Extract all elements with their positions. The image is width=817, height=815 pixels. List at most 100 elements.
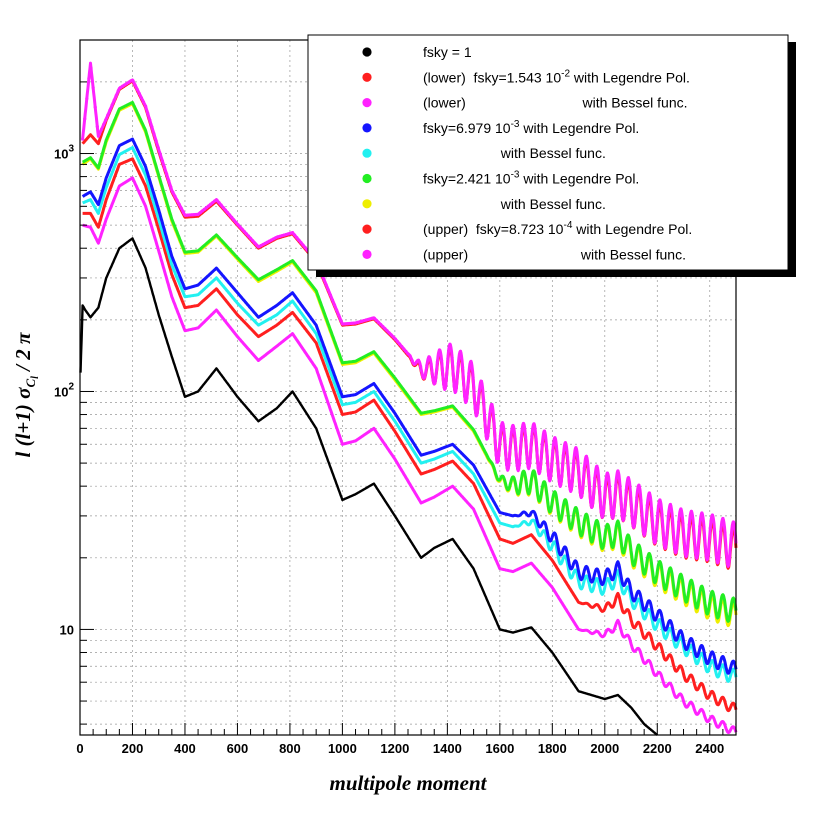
series-point (83, 117, 87, 121)
series-point (232, 218, 236, 222)
series-point (164, 172, 169, 176)
series-point (303, 245, 307, 250)
series-point (616, 469, 620, 473)
x-tick-label: 200 (122, 741, 144, 756)
series-point (137, 91, 141, 96)
series-point (238, 225, 242, 229)
series-point (219, 203, 223, 207)
legend-label: fsky=2.421 10-3 with Legendre Pol. (423, 170, 639, 187)
series-point (658, 498, 662, 502)
x-tick-label: 1000 (328, 741, 357, 756)
series-point (385, 329, 389, 333)
series-point (408, 354, 412, 358)
series-point (95, 125, 99, 129)
legend-entry: with Bessel func. (362, 145, 606, 161)
series-point (234, 220, 238, 224)
legend-entry: (lower) fsky=1.543 10-2 with Legendre Po… (362, 68, 690, 85)
series-point (406, 352, 410, 356)
series-layer (79, 61, 738, 736)
x-tick-label: 400 (174, 741, 196, 756)
series-point (677, 520, 681, 524)
series-point (731, 520, 735, 524)
series-point (670, 517, 675, 521)
series-point (326, 288, 330, 292)
legend-marker (362, 72, 372, 82)
legend-label: with Bessel func. (423, 145, 606, 161)
series-point (139, 96, 144, 100)
series-point (400, 344, 404, 349)
series-point (427, 355, 431, 359)
legend-label: with Bessel func. (423, 196, 606, 212)
series-point (601, 511, 605, 515)
series-point (509, 437, 513, 441)
series-point (563, 441, 568, 445)
series-point (156, 146, 160, 150)
series-point (335, 308, 339, 312)
series-point (710, 513, 714, 517)
series-point (559, 479, 563, 484)
legend-box (307, 34, 789, 271)
series-point (412, 362, 416, 366)
x-tick-label: 2200 (643, 741, 672, 756)
series-point (389, 333, 393, 337)
series-point (248, 236, 253, 240)
series-point (687, 523, 691, 527)
series-0 (79, 237, 659, 736)
series-point (230, 215, 234, 219)
series-point (633, 521, 637, 525)
series-point (660, 513, 664, 517)
legend-label: (lower) with Bessel func. (423, 95, 688, 111)
series-point (116, 89, 120, 93)
series-point (685, 549, 689, 554)
legend-label: fsky = 1 (423, 44, 472, 60)
series-point (324, 283, 328, 287)
series-point (425, 363, 429, 367)
series-point (502, 435, 507, 439)
series-point (104, 118, 108, 122)
series-point (423, 375, 427, 379)
series-point (498, 434, 502, 438)
series-point (698, 524, 702, 528)
series-point (133, 83, 137, 87)
legend-label: (upper) fsky=8.723 10-4 with Legendre Po… (423, 220, 692, 237)
series-point (181, 210, 185, 214)
series-point (479, 379, 484, 383)
series-3 (81, 146, 738, 683)
legend-entry: (lower) with Bessel func. (362, 95, 688, 111)
series-point (339, 318, 343, 322)
series-point (500, 421, 505, 425)
series-point (593, 476, 597, 480)
series-point (706, 553, 710, 557)
legend-marker (362, 98, 372, 108)
series-point (110, 103, 114, 107)
series-point (301, 243, 305, 247)
y-axis-title-sub: C (23, 379, 38, 388)
series-point (146, 111, 150, 115)
series-point (379, 322, 383, 327)
series-point (437, 348, 442, 352)
series-point (227, 213, 232, 217)
series-point (486, 434, 490, 438)
series-point (578, 489, 582, 493)
series-line (81, 137, 738, 675)
x-axis-title: multipole moment (330, 771, 488, 795)
legend-marker (362, 148, 372, 158)
series-point (591, 501, 595, 505)
series-point (460, 365, 465, 369)
series-point (223, 208, 227, 212)
series-point (454, 386, 458, 390)
series-point (471, 375, 475, 379)
series-point (99, 127, 104, 131)
x-axis: 0 200 400 600 800 1000 1200 1400 1600 1800 2000 220… (76, 723, 737, 756)
series-point (586, 470, 591, 474)
series-point (177, 202, 181, 206)
series-point (530, 434, 534, 438)
series-point (144, 104, 148, 108)
series-point (691, 523, 696, 528)
legend-marker (362, 47, 372, 57)
x-tick-label: 1200 (380, 741, 409, 756)
series-point (668, 502, 673, 507)
series-point (131, 79, 135, 83)
series-point (169, 185, 173, 189)
series-point (542, 429, 547, 433)
